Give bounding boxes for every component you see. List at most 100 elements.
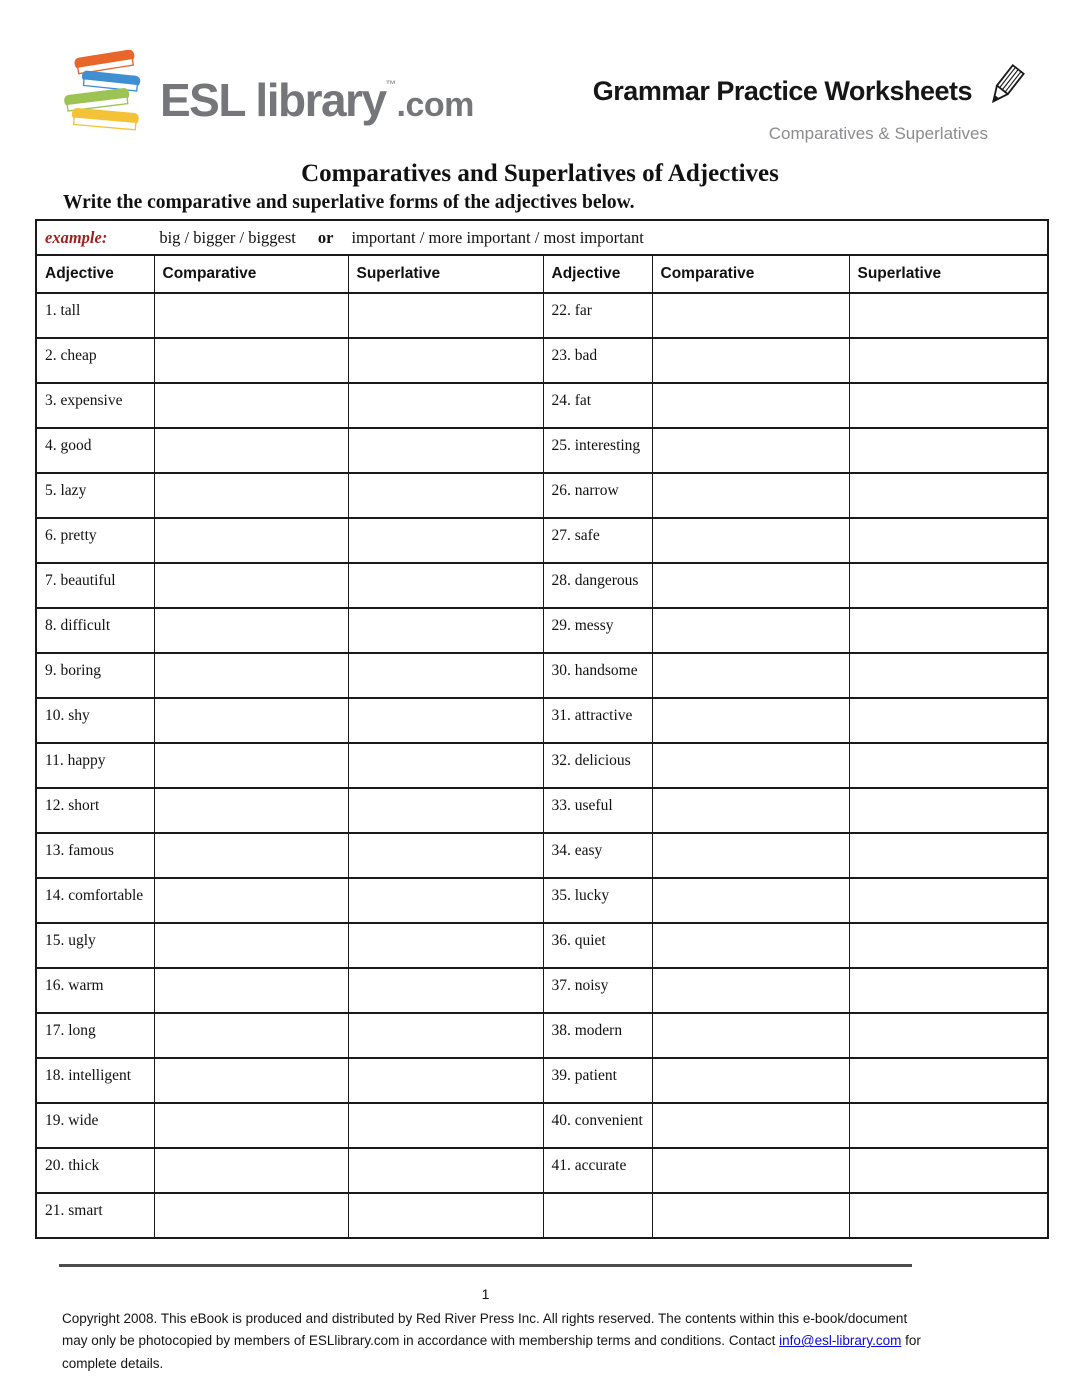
- comparative-blank-cell: [651, 652, 850, 699]
- logo-wordmark: ESL library™.com: [160, 73, 474, 126]
- superlative-blank-cell: [848, 607, 1049, 654]
- adjective-cell: 13. famous: [35, 832, 155, 879]
- superlative-blank-cell: [848, 1012, 1049, 1059]
- copyright-text: Copyright 2008. This eBook is produced a…: [62, 1308, 922, 1375]
- table-row: 5. lazy 26. narrow: [35, 472, 1049, 519]
- adjective-cell: 36. quiet: [542, 922, 653, 969]
- adjective-cell: 17. long: [35, 1012, 155, 1059]
- superlative-blank-cell: [347, 337, 544, 384]
- table-row: 13. famous 34. easy: [35, 832, 1049, 879]
- adjective-cell: 5. lazy: [35, 472, 155, 519]
- comparative-blank-cell: [153, 877, 349, 924]
- page-header: ESL library™.com Grammar Practice Worksh…: [58, 49, 1028, 144]
- table-row: 17. long 38. modern: [35, 1012, 1049, 1059]
- superlative-blank-cell: [848, 472, 1049, 519]
- table-row: 20. thick 41. accurate: [35, 1147, 1049, 1194]
- comparative-blank-cell: [153, 517, 349, 564]
- superlative-blank-cell: [848, 697, 1049, 744]
- adjective-cell: 37. noisy: [542, 967, 653, 1014]
- adjective-cell: 40. convenient: [542, 1102, 653, 1149]
- superlative-blank-cell: [848, 832, 1049, 879]
- comparative-blank-cell: [153, 562, 349, 609]
- superlative-blank-cell: [848, 652, 1049, 699]
- superlative-blank-cell: [848, 382, 1049, 429]
- stacked-books-icon: [58, 49, 150, 141]
- superlative-blank-cell: [848, 337, 1049, 384]
- table-row: 3. expensive 24. fat: [35, 382, 1049, 429]
- adjective-cell: 19. wide: [35, 1102, 155, 1149]
- superlative-blank-cell: [848, 922, 1049, 969]
- table-row: 8. difficult 29. messy: [35, 607, 1049, 654]
- comparative-blank-cell: [651, 1147, 850, 1194]
- copyright-post: for complete details.: [62, 1333, 921, 1371]
- superlative-blank-cell: [848, 1102, 1049, 1149]
- contact-email-link[interactable]: info@esl-library.com: [779, 1333, 902, 1349]
- comparative-blank-cell: [651, 922, 850, 969]
- adjective-cell: 22. far: [542, 292, 653, 339]
- adjective-cell: 24. fat: [542, 382, 653, 429]
- table-row: 18. intelligent 39. patient: [35, 1057, 1049, 1104]
- adjective-cell: 6. pretty: [35, 517, 155, 564]
- comparative-blank-cell: [651, 1057, 850, 1104]
- table-row: 7. beautiful 28. dangerous: [35, 562, 1049, 609]
- adjective-cell: 27. safe: [542, 517, 653, 564]
- superlative-blank-cell: [347, 607, 544, 654]
- page-number: 1: [481, 1286, 490, 1302]
- comparative-blank-cell: [651, 562, 850, 609]
- esl-library-logo: ESL library™.com: [58, 49, 474, 141]
- superlative-blank-cell: [848, 1057, 1049, 1104]
- comparative-blank-cell: [651, 742, 850, 789]
- adjective-cell: 29. messy: [542, 607, 653, 654]
- superlative-blank-cell: [848, 967, 1049, 1014]
- example-or: or: [317, 227, 334, 247]
- comparative-blank-cell: [651, 517, 850, 564]
- superlative-blank-cell: [347, 1102, 544, 1149]
- adjective-cell: 15. ugly: [35, 922, 155, 969]
- superlative-blank-cell: [848, 1192, 1049, 1239]
- superlative-blank-cell: [347, 922, 544, 969]
- adjective-cell: [542, 1192, 653, 1239]
- superlative-blank-cell: [347, 652, 544, 699]
- adjective-cell: 7. beautiful: [35, 562, 155, 609]
- example-cell: example: big / bigger / biggest or importan…: [35, 219, 1049, 256]
- comparative-blank-cell: [153, 742, 349, 789]
- example-row: example: big / bigger / biggest or importan…: [35, 219, 1049, 256]
- comparative-blank-cell: [651, 1192, 850, 1239]
- comparative-blank-cell: [651, 382, 850, 429]
- comparative-blank-cell: [651, 1012, 850, 1059]
- comparative-blank-cell: [153, 787, 349, 834]
- column-header-superlative: Superlative: [848, 254, 1049, 294]
- comparative-blank-cell: [153, 652, 349, 699]
- series-subtitle: Comparatives & Superlatives: [768, 124, 988, 143]
- comparative-blank-cell: [651, 877, 850, 924]
- adjective-cell: 34. easy: [542, 832, 653, 879]
- comparative-blank-cell: [153, 832, 349, 879]
- comparative-blank-cell: [153, 472, 349, 519]
- footer-divider: [59, 1264, 912, 1267]
- adjective-cell: 12. short: [35, 787, 155, 834]
- adjective-cell: 8. difficult: [35, 607, 155, 654]
- table-row: 21. smart: [35, 1192, 1049, 1239]
- comparative-blank-cell: [153, 1147, 349, 1194]
- adjective-cell: 25. interesting: [542, 427, 653, 474]
- superlative-blank-cell: [347, 517, 544, 564]
- adjective-cell: 10. shy: [35, 697, 155, 744]
- table-header-row: Adjective Comparative Superlative Adject…: [35, 254, 1049, 294]
- adjective-cell: 39. patient: [542, 1057, 653, 1104]
- comparative-blank-cell: [153, 607, 349, 654]
- example-label: example:: [45, 227, 108, 247]
- comparative-blank-cell: [153, 697, 349, 744]
- adjective-cell: 23. bad: [542, 337, 653, 384]
- comparative-blank-cell: [651, 697, 850, 744]
- comparative-blank-cell: [651, 832, 850, 879]
- adjective-cell: 33. useful: [542, 787, 653, 834]
- worksheet-title: Comparatives and Superlatives of Adjecti…: [301, 160, 779, 187]
- superlative-blank-cell: [347, 787, 544, 834]
- comparative-blank-cell: [651, 787, 850, 834]
- adjective-cell: 9. boring: [35, 652, 155, 699]
- adjective-cell: 41. accurate: [542, 1147, 653, 1194]
- superlative-blank-cell: [347, 1012, 544, 1059]
- table-row: 2. cheap 23. bad: [35, 337, 1049, 384]
- comparative-blank-cell: [153, 922, 349, 969]
